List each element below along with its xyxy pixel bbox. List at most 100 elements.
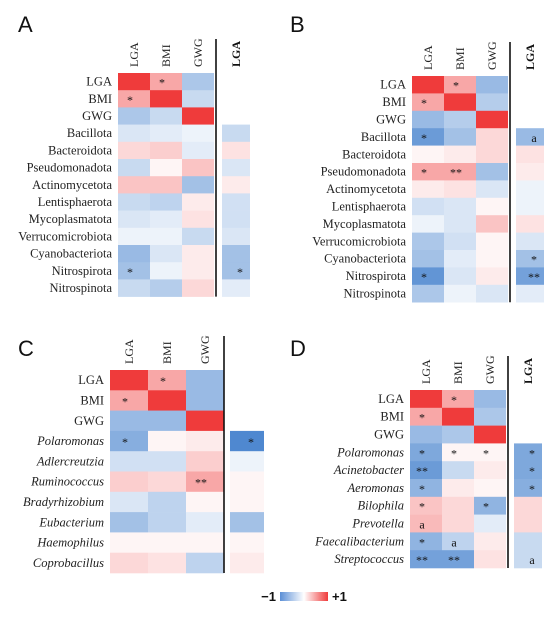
- heatmap-cell: [186, 512, 224, 533]
- heatmap-cell: [182, 176, 214, 194]
- row-label: Actinomycetota: [326, 182, 406, 196]
- heatmap-cell: [150, 124, 182, 143]
- row-label: Nitrospirota: [52, 264, 113, 278]
- row-label: Verrucomicrobiota: [312, 234, 406, 248]
- heatmap-cell: [118, 159, 150, 177]
- heatmap-cell: [182, 159, 214, 177]
- column-label: BMI: [159, 44, 173, 67]
- extra-column-cell: [516, 267, 544, 286]
- row-label: BMI: [380, 410, 404, 424]
- heatmap-cell: [118, 210, 150, 229]
- extra-column-cell: [514, 479, 542, 498]
- significance-mark: *: [421, 131, 427, 145]
- color-legend: −1 +1: [261, 589, 347, 604]
- row-label: Mycoplasmatota: [29, 212, 113, 226]
- heatmap-cell: [442, 407, 474, 426]
- heatmap-cell: [410, 443, 442, 462]
- heatmap-cell: [410, 550, 442, 569]
- extra-column-cell: [230, 430, 264, 452]
- heatmap-cell: [186, 390, 224, 411]
- heatmap-cell: [150, 227, 182, 246]
- heatmap-cell: [186, 532, 224, 553]
- extra-column-cell: [222, 262, 250, 280]
- heatmap-cell: [410, 532, 442, 551]
- row-label: BMI: [80, 393, 104, 407]
- extra-column-cell: [514, 550, 542, 569]
- heatmap-cell: [444, 110, 476, 129]
- heatmap-cell: [442, 532, 474, 551]
- heatmap-cell: [110, 430, 148, 452]
- significance-mark: **: [416, 553, 428, 567]
- extra-column-cell: [516, 163, 544, 181]
- heatmap-cell: [410, 479, 442, 498]
- heatmap-cell: [444, 215, 476, 233]
- extra-column-cell: [516, 145, 544, 164]
- row-label: Prevotella: [351, 517, 404, 531]
- significance-mark: *: [127, 93, 133, 107]
- column-label: GWG: [191, 38, 205, 67]
- significance-mark: *: [529, 482, 535, 496]
- heatmap-cell: [182, 227, 214, 246]
- column-label: BMI: [160, 341, 174, 364]
- row-label: Adlercreutzia: [36, 454, 104, 468]
- heatmap-cell: [182, 73, 214, 91]
- significance-mark: *: [419, 482, 425, 496]
- extra-column-cell: [230, 552, 264, 574]
- heatmap-cell: [444, 250, 476, 268]
- heatmap-cell: [476, 284, 508, 303]
- heatmap-cell: [148, 532, 186, 553]
- significance-mark: *: [127, 265, 133, 279]
- panel-letter: A: [18, 12, 33, 37]
- extra-column-cell: [230, 471, 264, 493]
- heatmap-cell: [412, 163, 444, 181]
- row-label: Aeromonas: [347, 481, 405, 495]
- heatmap-cell: [444, 145, 476, 164]
- row-label: LGA: [86, 75, 112, 89]
- significance-mark: *: [159, 76, 165, 90]
- extra-column-label: LGA: [229, 41, 243, 67]
- heatmap-cell: [110, 491, 148, 513]
- heatmap-cell: [474, 550, 506, 569]
- heatmap-cell: [476, 128, 508, 146]
- row-label: Lentisphaerota: [332, 200, 407, 214]
- heatmap-cell: [182, 124, 214, 143]
- heatmap-cell: [412, 180, 444, 199]
- row-label: GWG: [374, 428, 404, 442]
- heatmap-cell: [182, 90, 214, 108]
- heatmap-cell: [412, 250, 444, 268]
- heatmap-cell: [118, 124, 150, 143]
- heatmap-panels: A LGA BMI GWG LGA LGA * BMI * GWG Bacillota Bactero…: [18, 12, 544, 574]
- heatmap-cell: [110, 410, 148, 432]
- legend-min-label: −1: [261, 589, 276, 604]
- heatmap-cell: [476, 250, 508, 268]
- heatmap-cell: [474, 443, 506, 462]
- heatmap-cell: [148, 451, 186, 472]
- row-label: Bacteroidota: [342, 147, 406, 161]
- row-label: Bacillota: [67, 126, 113, 140]
- significance-mark: *: [122, 435, 128, 449]
- extra-column-cell: [222, 176, 250, 194]
- heatmap-cell: [442, 443, 474, 462]
- significance-mark: **: [448, 553, 460, 567]
- heatmap-cell: [148, 491, 186, 513]
- heatmap-cell: [148, 370, 186, 391]
- heatmap-cell: [444, 93, 476, 112]
- row-label: Cyanobacteriota: [30, 247, 112, 261]
- extra-column-cell: [514, 496, 542, 515]
- heatmap-cell: [182, 245, 214, 263]
- significance-mark: **: [450, 166, 462, 180]
- heatmap-cell: [150, 90, 182, 108]
- heatmap-cell: [410, 390, 442, 409]
- heatmap-cell: [412, 215, 444, 233]
- extra-column-cell: [222, 245, 250, 263]
- heatmap-cell: [476, 215, 508, 233]
- heatmap-cell: [150, 193, 182, 211]
- heatmap-cell: [476, 232, 508, 251]
- panel-letter: D: [290, 336, 306, 361]
- extra-column-cell: [514, 461, 542, 480]
- extra-column-cell: [516, 250, 544, 268]
- significance-mark: *: [483, 500, 489, 514]
- heatmap-cell: [444, 197, 476, 216]
- heatmap-cell: [148, 512, 186, 533]
